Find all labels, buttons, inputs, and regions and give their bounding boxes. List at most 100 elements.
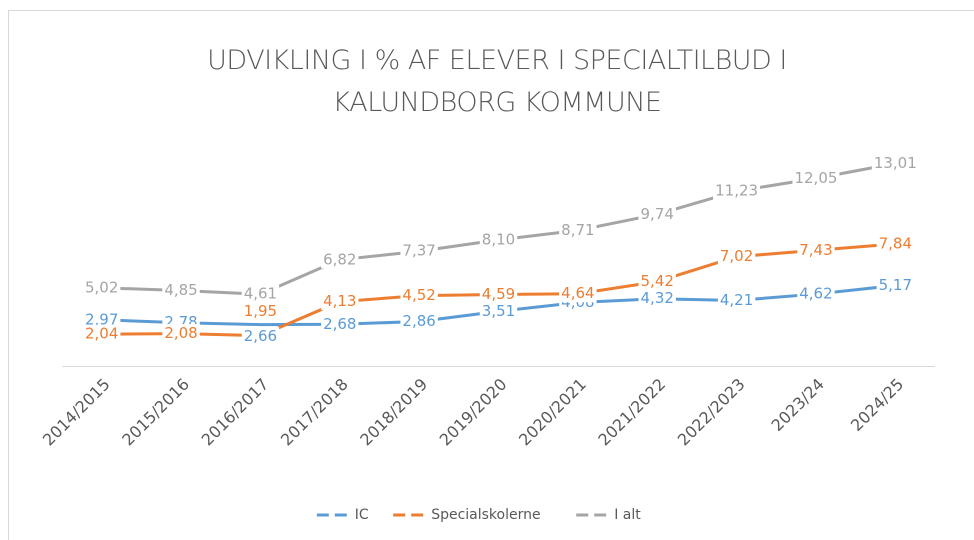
- data-label: 4,21: [720, 291, 753, 309]
- legend-label: Specialskolerne: [431, 507, 540, 523]
- data-label-bg: [717, 290, 756, 309]
- data-label-group: 2,97: [82, 310, 121, 329]
- data-label: 4,13: [323, 292, 356, 310]
- x-tick-label: 2017/2018: [277, 375, 352, 450]
- data-label-group: 4,64: [559, 284, 597, 303]
- data-label-group: 4,52: [400, 286, 438, 305]
- data-label-bg: [479, 301, 518, 320]
- data-label-bg: [82, 278, 121, 297]
- data-label-group: 2,66: [241, 327, 280, 346]
- data-label-group: 9,74: [638, 204, 676, 223]
- data-label: 9,74: [641, 205, 674, 223]
- data-label-group: 7,84: [876, 234, 915, 253]
- data-label-group: 1,95: [241, 302, 280, 321]
- data-label-bg: [479, 285, 518, 304]
- data-label-group: 4,13: [321, 292, 359, 311]
- data-label-group: 2,04: [82, 324, 121, 343]
- data-label-bg: [559, 284, 597, 303]
- data-label-group: 2,86: [400, 311, 438, 330]
- data-label-bg: [876, 275, 915, 294]
- data-label: 2,86: [402, 312, 435, 330]
- data-label-group: 4,59: [479, 285, 518, 304]
- data-label: 4,52: [402, 286, 435, 304]
- data-label-bg: [162, 280, 200, 299]
- data-label-bg: [321, 314, 359, 333]
- data-label-group: 5,17: [876, 275, 915, 294]
- data-label: 8,10: [482, 230, 515, 248]
- data-label-bg: [871, 153, 919, 172]
- data-label: 8,71: [561, 221, 594, 239]
- data-label-group: 2,08: [162, 324, 200, 343]
- data-label: 1,95: [244, 302, 277, 320]
- data-label-bg: [876, 234, 915, 253]
- data-label-bg: [241, 284, 280, 303]
- data-label: 13,01: [874, 154, 917, 172]
- data-label: 2,97: [85, 310, 118, 328]
- data-label: 4,62: [799, 285, 832, 303]
- data-label: 7,84: [879, 234, 912, 252]
- data-label-bg: [797, 284, 835, 303]
- data-label: 4,64: [561, 284, 594, 302]
- data-label-group: 8,10: [479, 230, 518, 249]
- data-label-bg: [717, 247, 756, 266]
- x-tick-label: 2022/2023: [674, 375, 749, 450]
- data-label-bg: [638, 272, 676, 291]
- data-label-group: 5,02: [82, 278, 121, 297]
- data-label: 4,85: [164, 281, 197, 299]
- data-label-group: 4,32: [638, 289, 676, 308]
- data-label: 2,68: [323, 315, 356, 333]
- x-tick-label: 2021/2022: [594, 375, 669, 450]
- series-line: [101, 161, 896, 296]
- data-label-bg: [797, 240, 835, 259]
- data-label: 6,82: [323, 250, 356, 268]
- data-label-bg: [241, 302, 280, 321]
- data-label: 3,51: [482, 302, 515, 320]
- data-label: 11,23: [715, 182, 758, 200]
- data-label: 5,17: [879, 276, 912, 294]
- data-label-bg: [82, 310, 121, 329]
- data-label-group: 7,37: [400, 241, 438, 260]
- data-label-group: 7,02: [717, 247, 756, 266]
- x-tick-label: 2015/2016: [118, 375, 193, 450]
- data-label-group: 8,71: [559, 220, 597, 239]
- data-label: 5,42: [641, 272, 674, 290]
- data-label-group: 4,62: [797, 284, 835, 303]
- x-tick-label: 2023/24: [768, 375, 828, 435]
- data-label-bg: [638, 204, 676, 223]
- data-label-bg: [400, 241, 438, 260]
- data-label-bg: [321, 292, 359, 311]
- data-label-group: 4,85: [162, 280, 200, 299]
- data-label: 4,61: [244, 285, 277, 303]
- data-label-bg: [400, 311, 438, 330]
- legend-label: I alt: [614, 507, 641, 523]
- data-label-group: 4,61: [241, 284, 280, 303]
- data-label-bg: [241, 327, 280, 346]
- data-label: 2,66: [244, 327, 277, 345]
- x-tick-label: 2019/2020: [436, 375, 511, 450]
- data-label-bg: [792, 168, 840, 187]
- data-label: 4,59: [482, 285, 515, 303]
- data-label-bg: [713, 181, 761, 200]
- data-label: 4,32: [641, 289, 674, 307]
- legend-label: IC: [355, 507, 369, 523]
- data-label-bg: [638, 289, 676, 308]
- x-tick-label: 2014/2015: [39, 375, 114, 450]
- x-tick-label: 2018/2019: [356, 375, 431, 450]
- data-label-group: 2,68: [321, 314, 359, 333]
- data-label: 12,05: [794, 169, 837, 187]
- x-tick-label: 2024/25: [847, 375, 907, 435]
- data-label-group: 7,43: [797, 240, 835, 259]
- data-label-bg: [400, 286, 438, 305]
- data-label-bg: [479, 230, 518, 249]
- data-label: 2,04: [85, 325, 118, 343]
- data-label: 5,02: [85, 278, 118, 296]
- data-label: 2,08: [164, 324, 197, 342]
- data-label: 7,02: [720, 247, 753, 265]
- data-label-bg: [82, 324, 121, 343]
- data-label-bg: [162, 324, 200, 343]
- data-label: 7,43: [799, 241, 832, 259]
- data-label: 7,37: [402, 242, 435, 260]
- data-label-group: 4,21: [717, 290, 756, 309]
